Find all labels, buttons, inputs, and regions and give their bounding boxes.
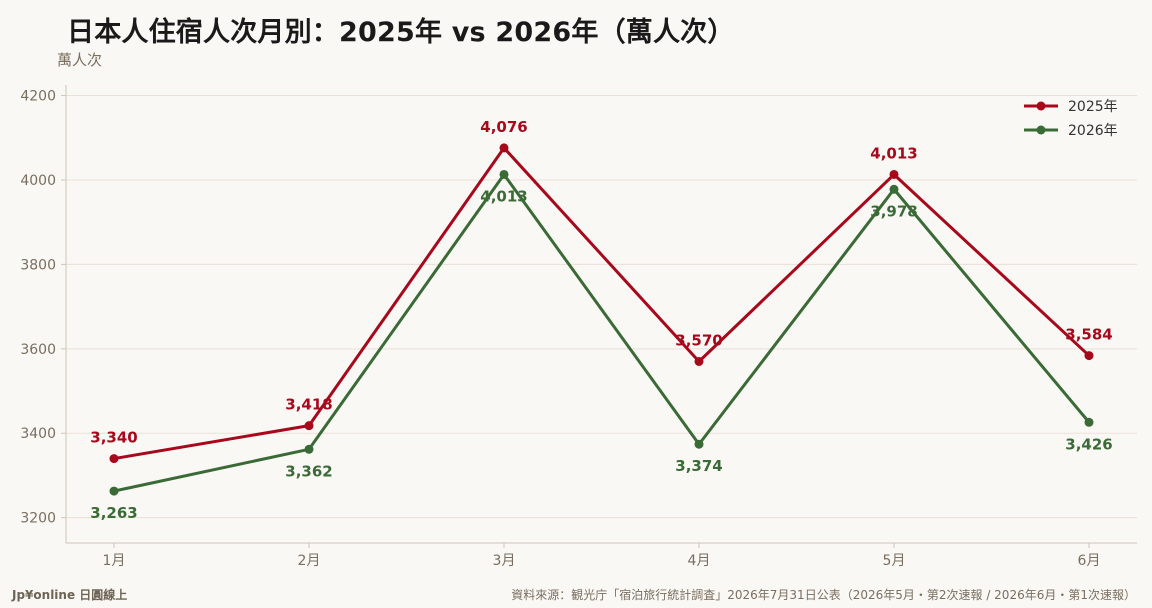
series-lines: [109, 143, 1094, 496]
data-label-2025年-1月: 3,340: [90, 429, 137, 447]
y-tick-label-3600: 3600: [20, 342, 56, 358]
series-line-2025年: [112, 146, 1091, 461]
data-point-2025年-3月: [499, 143, 509, 153]
x-tick-label-6: 6月: [1078, 553, 1101, 569]
data-point-2026年-6月: [1084, 417, 1094, 427]
brand-logo-text: Jp¥online 日圓線上: [12, 588, 128, 602]
legend-marker-2026年: [1036, 125, 1046, 135]
series-line-2026年: [112, 172, 1091, 493]
y-tick-label-3200: 3200: [20, 511, 56, 527]
gridlines: [66, 95, 1137, 519]
data-label-2026年-1月: 3,263: [90, 504, 137, 522]
data-labels: 3,340 3,418 4,076 3,570 4,013 3,584 3,263 3,362…: [90, 118, 1112, 522]
data-label-2026年-5月: 3,978: [870, 202, 917, 220]
data-label-2026年-3月: 4,013: [480, 187, 527, 205]
legend-label-2026年: 2026年: [1068, 123, 1118, 139]
source-note: 資料來源：観光庁「宿泊旅行統計調査」2026年7月31日公表（2026年5月・第…: [511, 588, 1136, 602]
legend-label-2025年: 2025年: [1068, 99, 1118, 115]
data-point-2026年-3月: [499, 169, 509, 179]
x-tick-label-5: 5月: [883, 553, 906, 569]
y-tick-label-4200: 4200: [20, 89, 56, 105]
data-label-2026年-4月: 3,374: [675, 457, 722, 475]
data-label-2026年-2月: 3,362: [285, 462, 332, 480]
legend: 2025年 2026年: [1024, 99, 1118, 139]
data-point-2025年-4月: [694, 356, 704, 366]
data-label-2025年-2月: 3,418: [285, 396, 332, 414]
y-tick-label-4000: 4000: [20, 173, 56, 189]
data-point-2026年-2月: [304, 444, 314, 454]
data-point-2025年-5月: [889, 169, 899, 179]
legend-marker-2025年: [1036, 101, 1046, 111]
data-point-2025年-6月: [1084, 351, 1094, 361]
x-tick-label-3: 3月: [493, 553, 516, 569]
data-point-2026年-1月: [109, 486, 119, 496]
data-point-2026年-5月: [889, 184, 899, 194]
y-tick-label-3800: 3800: [20, 257, 56, 273]
x-tick-label-1: 1月: [103, 553, 126, 569]
data-point-2025年-1月: [109, 454, 119, 464]
data-label-2025年-5月: 4,013: [870, 144, 917, 162]
y-tick-label-3400: 3400: [20, 426, 56, 442]
x-tick-label-2: 2月: [298, 553, 321, 569]
x-tick-label-4: 4月: [688, 553, 711, 569]
axes: 3200 3400 3600 3800 4000 4200 1月 2月 3月 4月 5月 6月: [20, 85, 1137, 569]
data-label-2026年-6月: 3,426: [1065, 435, 1112, 453]
data-label-2025年-3月: 4,076: [480, 118, 527, 136]
data-label-2025年-4月: 3,570: [675, 331, 722, 349]
data-label-2025年-6月: 3,584: [1065, 326, 1112, 344]
y-axis-unit-label: 萬人次: [57, 51, 103, 69]
data-point-2026年-4月: [694, 439, 704, 449]
data-point-2025年-2月: [304, 421, 314, 431]
chart-title: 日本人住宿人次月別：2025年 vs 2026年（萬人次）: [67, 17, 735, 48]
